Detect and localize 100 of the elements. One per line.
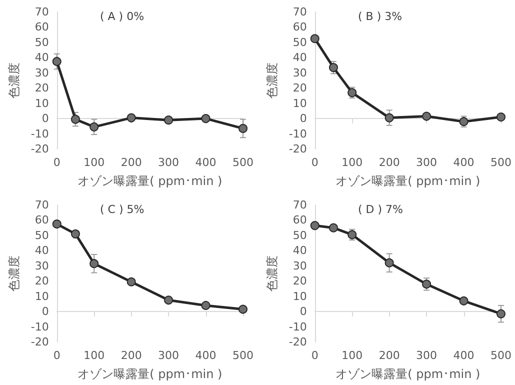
x-tick-label: 500 bbox=[490, 156, 512, 169]
y-tick-label: 70 bbox=[34, 198, 49, 212]
point bbox=[238, 124, 248, 133]
y-tick-label: 30 bbox=[292, 66, 307, 80]
y-tick-label: 60 bbox=[292, 20, 307, 34]
y-tick-label: 50 bbox=[292, 36, 307, 49]
x-tick-label: 500 bbox=[232, 156, 254, 169]
point bbox=[126, 113, 136, 122]
y-tick-label: 70 bbox=[34, 6, 49, 18]
y-tick-label: 70 bbox=[292, 6, 307, 18]
x-tick-label: 100 bbox=[84, 156, 105, 169]
x-tick-label: 200 bbox=[120, 156, 142, 169]
y-tick-label: 10 bbox=[292, 96, 307, 110]
y-tick-label: 0 bbox=[42, 112, 49, 126]
x-tick-label: 0 bbox=[311, 349, 318, 362]
y-tick-label: 10 bbox=[34, 96, 49, 110]
x-tick-label: 300 bbox=[158, 349, 180, 362]
y-tick-label: 50 bbox=[34, 228, 49, 242]
y-tick-label: 30 bbox=[292, 259, 307, 272]
x-tick-label: 400 bbox=[453, 349, 474, 362]
y-tick-label: 40 bbox=[34, 51, 49, 64]
y-tick-label: 70 bbox=[292, 198, 307, 212]
x-tick-label: 0 bbox=[311, 156, 318, 169]
point bbox=[384, 113, 394, 122]
y-axis-title: 色濃度 bbox=[265, 256, 279, 292]
chart-title: ( C ) 5% bbox=[100, 203, 144, 216]
x-tick-label: 200 bbox=[378, 156, 400, 169]
y-axis-title: 色濃度 bbox=[7, 62, 21, 98]
y-tick-label: -10 bbox=[30, 320, 49, 334]
x-axis-title: オゾン曝露量( ppm･min ) bbox=[336, 367, 480, 381]
y-tick-label: -10 bbox=[288, 320, 307, 334]
point bbox=[164, 296, 174, 305]
y-tick-label: 60 bbox=[34, 20, 49, 34]
x-tick-label: 200 bbox=[120, 349, 142, 362]
y-tick-label: -20 bbox=[288, 142, 307, 156]
y-tick-label: -10 bbox=[288, 127, 307, 140]
chart-title: ( B ) 3% bbox=[358, 10, 402, 23]
point bbox=[164, 116, 174, 125]
point bbox=[310, 221, 320, 230]
x-tick-label: 100 bbox=[342, 349, 363, 362]
y-tick-label: 50 bbox=[292, 228, 307, 242]
point bbox=[328, 223, 338, 232]
x-axis-title: オゾン曝露量( ppm･min ) bbox=[336, 174, 480, 188]
x-tick-label: 100 bbox=[342, 156, 363, 169]
y-tick-label: 0 bbox=[300, 112, 307, 126]
y-tick-label: 50 bbox=[34, 36, 49, 49]
y-tick-label: 30 bbox=[34, 66, 49, 80]
y-tick-label: 0 bbox=[300, 305, 307, 318]
y-axis-title: 色濃度 bbox=[7, 256, 21, 292]
point bbox=[496, 309, 506, 318]
point bbox=[328, 63, 338, 72]
x-tick-label: 200 bbox=[378, 349, 400, 362]
y-tick-label: 30 bbox=[34, 259, 49, 272]
point bbox=[90, 259, 99, 268]
point bbox=[422, 280, 432, 289]
y-tick-label: 0 bbox=[42, 305, 49, 318]
point bbox=[52, 220, 62, 229]
point bbox=[310, 34, 320, 44]
x-tick-label: 400 bbox=[195, 156, 216, 169]
x-axis-title: オゾン曝露量( ppm･min ) bbox=[78, 174, 222, 188]
x-tick-label: 500 bbox=[490, 349, 512, 362]
point bbox=[384, 258, 394, 268]
point bbox=[52, 56, 62, 66]
point bbox=[238, 304, 248, 314]
chart-title: ( A ) 0% bbox=[100, 10, 144, 23]
y-tick-label: 40 bbox=[34, 244, 49, 258]
y-tick-label: -20 bbox=[288, 336, 307, 348]
y-tick-label: 20 bbox=[34, 274, 49, 288]
x-tick-label: 0 bbox=[53, 156, 60, 169]
y-tick-label: -20 bbox=[30, 142, 49, 156]
y-tick-label: 20 bbox=[34, 82, 49, 95]
x-tick-label: 300 bbox=[416, 349, 438, 362]
x-tick-label: 400 bbox=[195, 349, 216, 362]
y-tick-label: 20 bbox=[292, 274, 307, 288]
point bbox=[496, 112, 506, 122]
x-tick-label: 400 bbox=[453, 156, 474, 169]
y-tick-label: -20 bbox=[30, 336, 49, 348]
x-tick-label: 300 bbox=[416, 156, 438, 169]
x-axis-title: オゾン曝露量( ppm･min ) bbox=[78, 367, 222, 381]
y-axis-title: 色濃度 bbox=[265, 62, 279, 98]
x-tick-label: 300 bbox=[158, 156, 180, 169]
point bbox=[126, 277, 136, 286]
point bbox=[459, 296, 468, 306]
point bbox=[201, 300, 210, 310]
y-tick-label: 40 bbox=[292, 51, 307, 64]
y-tick-label: 60 bbox=[292, 214, 307, 227]
point bbox=[422, 112, 432, 121]
point bbox=[90, 122, 99, 132]
x-tick-label: 500 bbox=[232, 349, 254, 362]
y-tick-label: 10 bbox=[292, 290, 307, 303]
y-tick-label: -10 bbox=[30, 127, 49, 140]
point bbox=[70, 114, 80, 124]
x-tick-label: 100 bbox=[84, 349, 105, 362]
point bbox=[70, 229, 80, 238]
y-tick-label: 60 bbox=[34, 214, 49, 227]
chart-title: ( D ) 7% bbox=[358, 203, 403, 216]
y-tick-label: 10 bbox=[34, 290, 49, 303]
x-tick-label: 0 bbox=[53, 349, 60, 362]
point bbox=[201, 114, 210, 124]
y-tick-label: 20 bbox=[292, 82, 307, 95]
